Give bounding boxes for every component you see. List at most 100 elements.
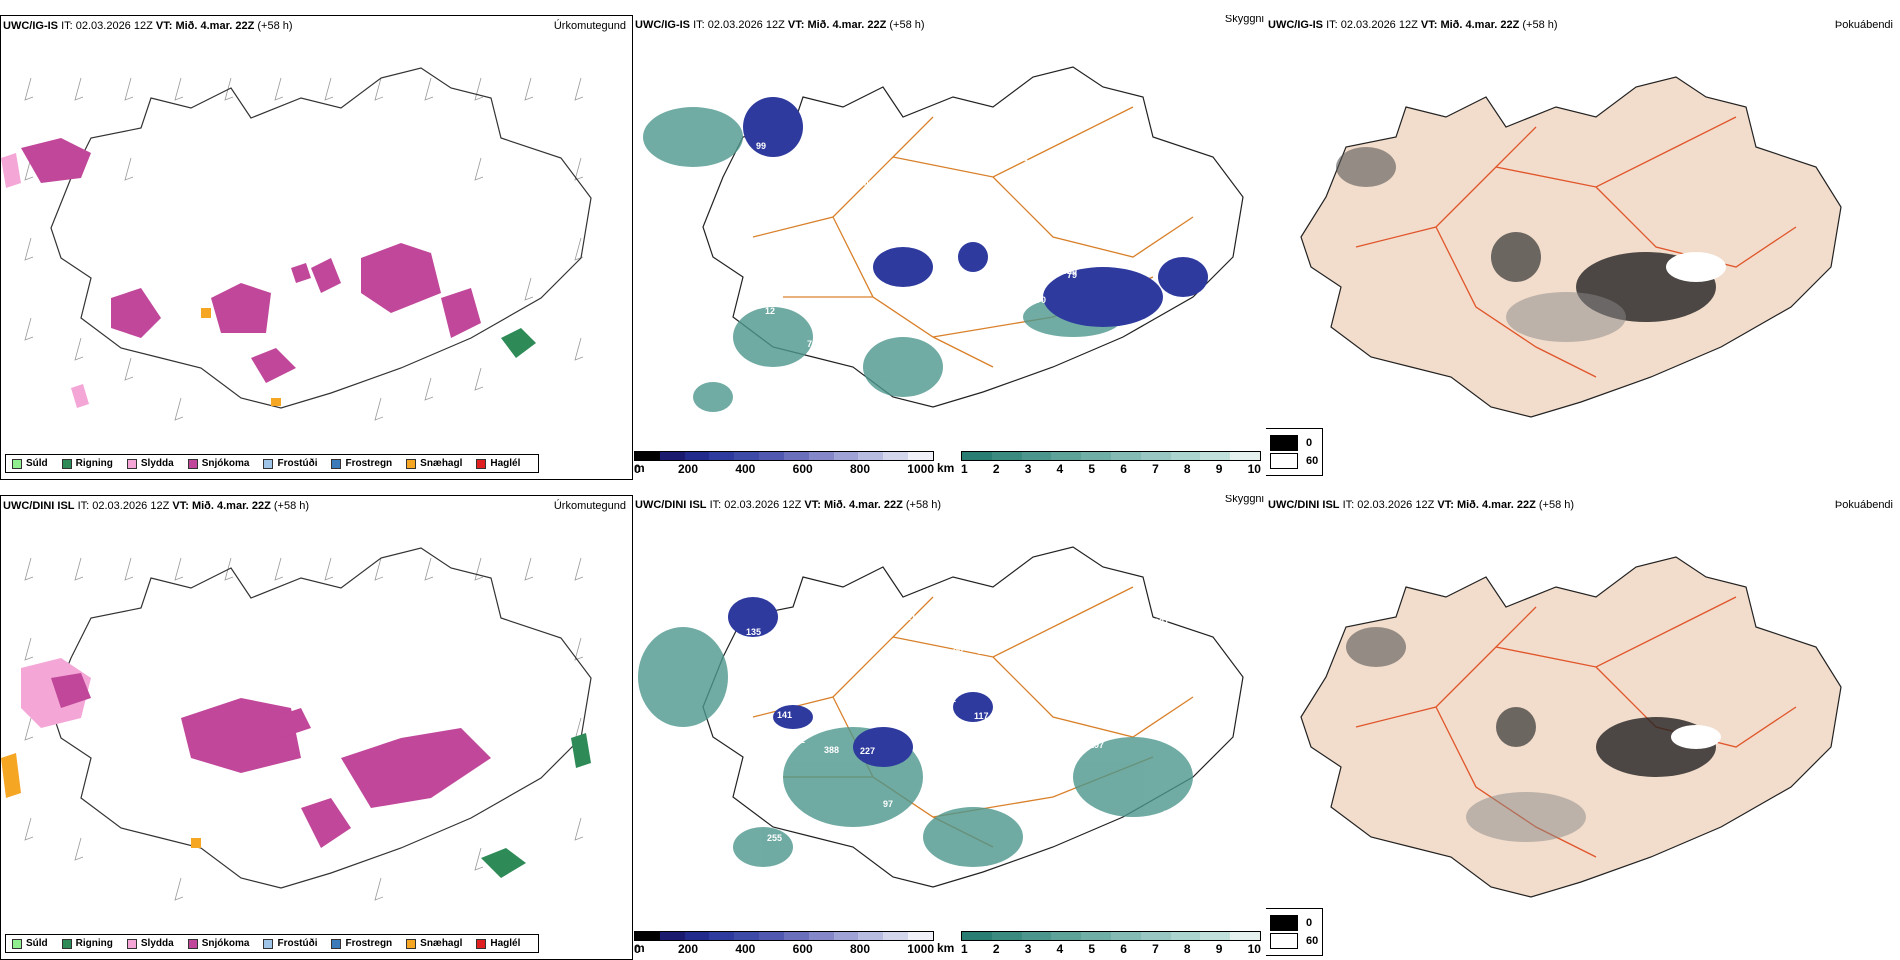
ceiling-label: 120 xyxy=(1166,171,1181,181)
colorbar-segment xyxy=(709,932,735,940)
colorbar-tick: 1 xyxy=(961,462,968,476)
fog-legend-row: 0 xyxy=(1270,915,1318,931)
ceiling-colorbar: 0 200 400 600 800 1000 m xyxy=(634,931,934,956)
legend-item: Rigning xyxy=(61,938,113,949)
panel-title: Skyggni xyxy=(1224,495,1264,505)
colorbar-segment xyxy=(684,932,710,940)
ceiling-label: 238 xyxy=(1015,728,1030,738)
panel-header: UWC/IG-IS IT: 02.03.2026 12Z VT: Mið. 4.… xyxy=(635,19,925,31)
legend-item: Súld xyxy=(12,458,48,469)
ceiling-label: 288 xyxy=(820,145,835,155)
colorbar-segment xyxy=(858,452,884,460)
ceiling-label: 626 xyxy=(1052,647,1067,657)
ceiling-colorbar-strip xyxy=(634,931,934,941)
ceiling-label: 58 xyxy=(1158,365,1168,375)
ceiling-label: 574 xyxy=(1028,268,1043,278)
ceiling-label: 382 xyxy=(729,700,744,710)
colorbar-tick: 2 xyxy=(992,942,1000,956)
colorbar-segment xyxy=(1081,932,1111,940)
colorbar-segment xyxy=(1170,452,1201,460)
ceiling-label: 34 xyxy=(1166,131,1176,141)
colorbar-segment xyxy=(734,932,760,940)
ceiling-label: 136 xyxy=(1032,769,1047,779)
colorbar-tick: 6 xyxy=(1120,462,1127,476)
legend-item: Frostúði xyxy=(263,458,317,469)
ceiling-label: 68 xyxy=(748,207,758,217)
colorbar-segment xyxy=(1110,932,1141,940)
iceland-coast xyxy=(50,547,592,889)
colorbar-tick: 600 xyxy=(792,462,813,476)
panel-title: Þokuábendi xyxy=(1834,499,1893,511)
colorbar-tick: 8 xyxy=(1183,942,1191,956)
ceiling-label: 34 xyxy=(1136,864,1146,874)
precip-type-panel-bottom: UWC/DINI ISL IT: 02.03.2026 12Z VT: Mið.… xyxy=(0,495,633,960)
colorbar-tick: 4 xyxy=(1056,462,1064,476)
legend-swatch xyxy=(263,458,274,469)
legend-swatch xyxy=(331,938,342,949)
fog-legend-swatch xyxy=(1270,915,1298,931)
ceiling-label: 48 xyxy=(1212,198,1222,208)
ceiling-label: 127 xyxy=(1083,653,1098,663)
wind-barbs xyxy=(24,557,584,901)
colorbar-tick: 3 xyxy=(1024,462,1032,476)
colorbar-tick: 400 xyxy=(735,942,756,956)
colorbar-tick: 200 xyxy=(677,462,699,476)
ceiling-label: 126 xyxy=(1021,766,1036,776)
legend-item: Snæhagl xyxy=(406,458,462,469)
ceiling-areas xyxy=(728,597,993,767)
road-network xyxy=(752,106,1194,368)
visibility-colorbar-ticks: 1 2 3 4 5 6 7 8 9 10 xyxy=(961,462,1261,476)
ceiling-label: 86 xyxy=(850,181,860,191)
colorbar-tick: 9 xyxy=(1215,462,1223,476)
colorbar-segment xyxy=(1140,452,1171,460)
fog-legend: 0 60 xyxy=(1266,908,1324,956)
legend-item: Haglél xyxy=(476,458,520,469)
ceiling-label: 47 xyxy=(864,179,874,189)
visibility-colorbar: 1 2 3 4 5 6 7 8 9 10 km xyxy=(937,931,1261,956)
colorbar-segment xyxy=(1230,452,1260,460)
panel-title: Þokuábendi xyxy=(1834,19,1893,31)
legend-swatch xyxy=(187,458,198,469)
ceiling-label: 795 xyxy=(1151,332,1166,342)
colorbar-segment xyxy=(1081,452,1111,460)
colorbar-segment xyxy=(659,932,685,940)
ceiling-label: 403 xyxy=(1151,592,1166,602)
colorbar-tick: 0 xyxy=(634,942,641,956)
panel-title: Skyggni xyxy=(1224,15,1264,25)
colorbar-segment xyxy=(759,452,784,460)
colorbar-segment xyxy=(962,452,992,460)
visibility-colorbar-strip xyxy=(961,931,1261,941)
legend-swatch xyxy=(406,938,417,949)
legend-item: Rigning xyxy=(61,458,113,469)
colorbar-segment xyxy=(783,932,809,940)
iceland-land xyxy=(1300,76,1842,418)
ceiling-label: 82 xyxy=(907,326,917,336)
legend-swatch xyxy=(187,938,198,949)
colorbar-tick: 800 xyxy=(849,942,870,956)
fog-legend-row: 60 xyxy=(1270,453,1318,469)
panel-header: UWC/DINI ISL IT: 02.03.2026 12Z VT: Mið.… xyxy=(1268,499,1575,511)
visibility-colorbar-strip xyxy=(961,451,1261,461)
ceiling-labels: 34 12 126 135 300 62 285 227 127 88 626 120 97 218 238… xyxy=(729,592,1222,874)
ceiling-label: 79 xyxy=(1067,270,1077,280)
colorbar-segment xyxy=(962,932,992,940)
ceiling-label: 154 xyxy=(753,784,768,794)
ceiling-label: 820 xyxy=(1062,266,1077,276)
colorbar-tick: 4 xyxy=(1056,942,1064,956)
ceiling-label: 270 xyxy=(978,646,993,656)
legend-item: Frostregn xyxy=(331,458,392,469)
ceiling-label: 476 xyxy=(1168,723,1183,733)
ceiling-label: 105 xyxy=(796,192,811,202)
legend-item: Haglél xyxy=(476,938,520,949)
ceiling-label: 70 xyxy=(913,101,923,111)
ceiling-label: 60 xyxy=(923,145,933,155)
ceiling-label: 98 xyxy=(728,352,738,362)
ceiling-label: 370 xyxy=(963,731,978,741)
precip-legend: Súld Rigning Slydda Snjókoma Frostúði Fr… xyxy=(5,934,540,953)
fog-shading xyxy=(1346,627,1721,842)
fog-map xyxy=(1300,76,1842,418)
fog-legend-swatch xyxy=(1270,933,1298,949)
precip-map xyxy=(1,547,592,901)
ceiling-label: 117 xyxy=(974,711,989,721)
visibility-map: 34 12 126 135 300 62 285 227 127 88 626 120 97 218 238… xyxy=(638,546,1244,888)
